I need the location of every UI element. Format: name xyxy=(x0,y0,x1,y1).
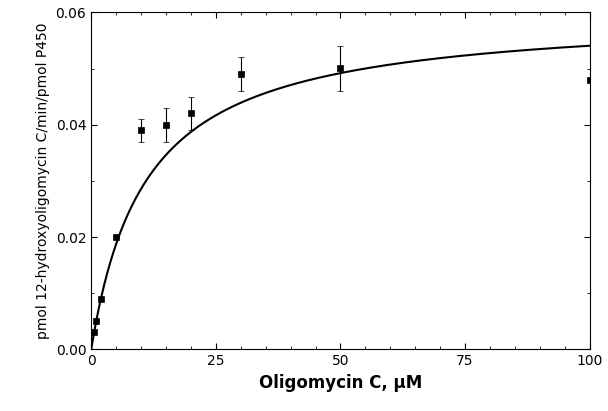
X-axis label: Oligomycin C, μM: Oligomycin C, μM xyxy=(259,374,422,392)
Y-axis label: pmol 12-hydroxyoligomycin C/min/pmol P450: pmol 12-hydroxyoligomycin C/min/pmol P45… xyxy=(36,23,50,339)
